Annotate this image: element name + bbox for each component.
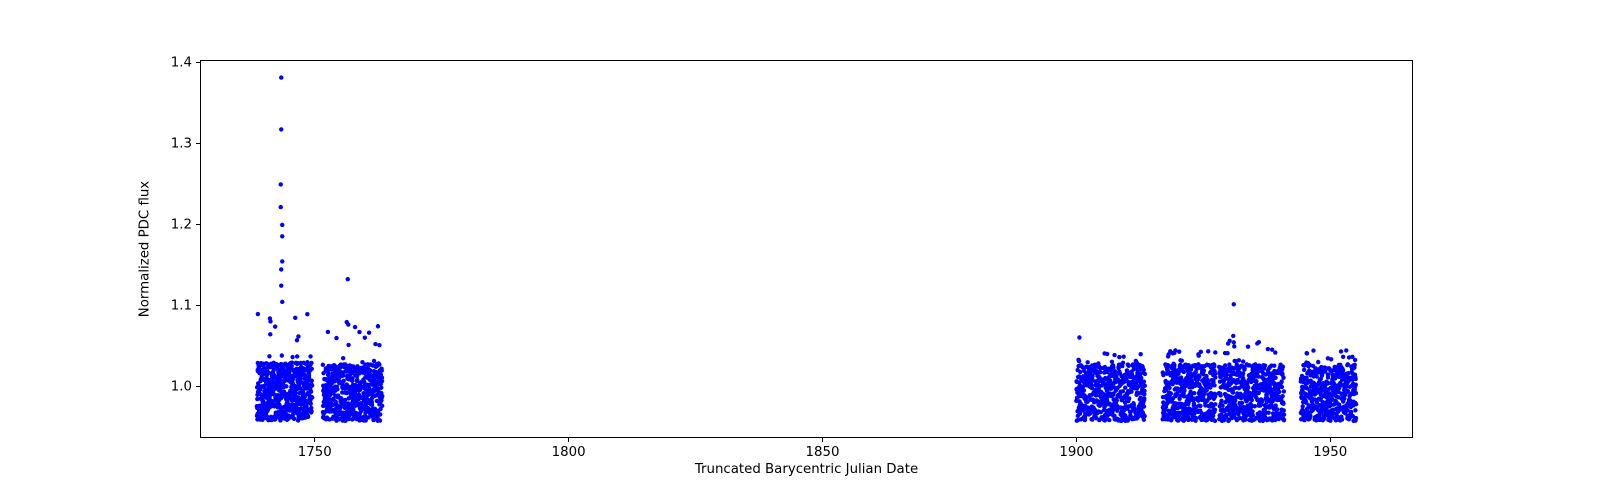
- x-tick-mark: [314, 438, 315, 442]
- x-tick-mark: [1330, 438, 1331, 442]
- scatter-plot: [200, 60, 1413, 438]
- x-tick-mark: [568, 438, 569, 442]
- y-tick-label: 1.3: [171, 136, 192, 151]
- plot-axes: [200, 60, 1413, 438]
- y-tick-label: 1.0: [171, 379, 192, 394]
- y-tick-mark: [196, 224, 200, 225]
- figure: 1750 1800 1850 1900 1950 1.0 1.1 1.2 1.3 1.4 Tru…: [0, 0, 1600, 500]
- y-tick-label: 1.1: [171, 298, 192, 313]
- y-tick-mark: [196, 143, 200, 144]
- x-tick-label: 1750: [298, 445, 332, 460]
- x-tick-mark: [822, 438, 823, 442]
- y-axis-label: Normalized PDC flux: [138, 181, 153, 317]
- x-tick-label: 1800: [552, 445, 586, 460]
- x-tick-label: 1950: [1313, 445, 1347, 460]
- x-tick-label: 1900: [1059, 445, 1093, 460]
- y-tick-mark: [196, 62, 200, 63]
- y-tick-mark: [196, 305, 200, 306]
- y-tick-mark: [196, 386, 200, 387]
- x-tick-label: 1850: [806, 445, 840, 460]
- y-tick-label: 1.2: [171, 217, 192, 232]
- x-axis-label: Truncated Barycentric Julian Date: [695, 462, 918, 477]
- x-tick-mark: [1076, 438, 1077, 442]
- y-tick-label: 1.4: [171, 55, 192, 70]
